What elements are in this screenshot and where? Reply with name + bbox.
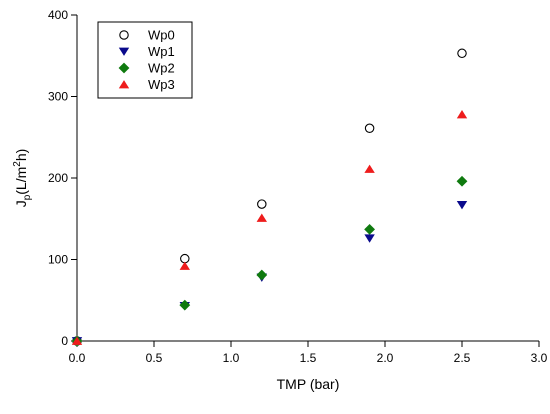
y-tick-label: 300 — [48, 90, 68, 104]
legend-box — [97, 21, 193, 99]
x-tick-label: 1.5 — [300, 351, 317, 365]
data-point — [456, 200, 468, 210]
data-point — [364, 123, 375, 134]
axis-labels-layer: TMP (bar) Jp(L/m2h) — [12, 149, 339, 392]
x-tick-label: 3.0 — [531, 351, 548, 365]
series-wp3 — [71, 110, 468, 345]
legend-marker — [119, 30, 129, 40]
y-axis-title-main: J — [13, 200, 29, 207]
y-axis-title: Jp(L/m2h) — [12, 149, 33, 208]
x-tick-label: 2.5 — [454, 351, 471, 365]
x-tick-label: 2.0 — [377, 351, 394, 365]
data-point — [456, 175, 468, 187]
y-axis-title-unit: (L/m — [13, 167, 29, 195]
series-wp2 — [71, 175, 468, 347]
data-points-layer — [71, 48, 468, 347]
y-axis-title-unit-end: h) — [13, 149, 29, 161]
data-point — [364, 234, 375, 243]
legend-marker — [118, 47, 130, 56]
data-point — [71, 336, 83, 345]
data-point — [179, 261, 190, 270]
y-tick-label: 0 — [61, 334, 68, 348]
y-tick-label: 200 — [48, 171, 68, 185]
y-tick-label: 100 — [48, 253, 68, 267]
legend-item-wp3: Wp3 — [118, 77, 175, 92]
y-axis-title-subscript: p — [22, 194, 33, 200]
legend-label: Wp2 — [148, 61, 175, 76]
legend-label: Wp0 — [148, 28, 175, 43]
data-point — [364, 223, 375, 235]
data-point — [457, 48, 467, 59]
legend-marker — [118, 62, 130, 74]
x-tick-label: 0.5 — [146, 351, 163, 365]
data-point — [179, 299, 191, 311]
x-tick-label: 1.0 — [223, 351, 240, 365]
data-point — [364, 164, 375, 173]
x-tick-label: 0.0 — [69, 351, 86, 365]
legend-marker — [118, 80, 130, 89]
legend-label: Wp3 — [148, 77, 175, 92]
data-point — [256, 269, 268, 281]
data-point — [456, 110, 468, 119]
ticks-layer: 0.0 0.5 1.0 1.5 2.0 2.5 3.0 0 100 200 300 400 — [48, 8, 548, 365]
legend-item-wp1: Wp1 — [118, 44, 175, 59]
y-axis-title-superscript: 2 — [12, 161, 23, 167]
data-point — [257, 199, 267, 209]
y-tick-label: 400 — [48, 8, 68, 22]
data-point — [256, 213, 267, 222]
legend-label: Wp1 — [148, 44, 175, 59]
legend-item-wp2: Wp2 — [118, 61, 175, 76]
x-axis-title: TMP (bar) — [277, 376, 340, 392]
legend-item-wp0: Wp0 — [119, 28, 175, 43]
series-wp1 — [71, 200, 468, 346]
